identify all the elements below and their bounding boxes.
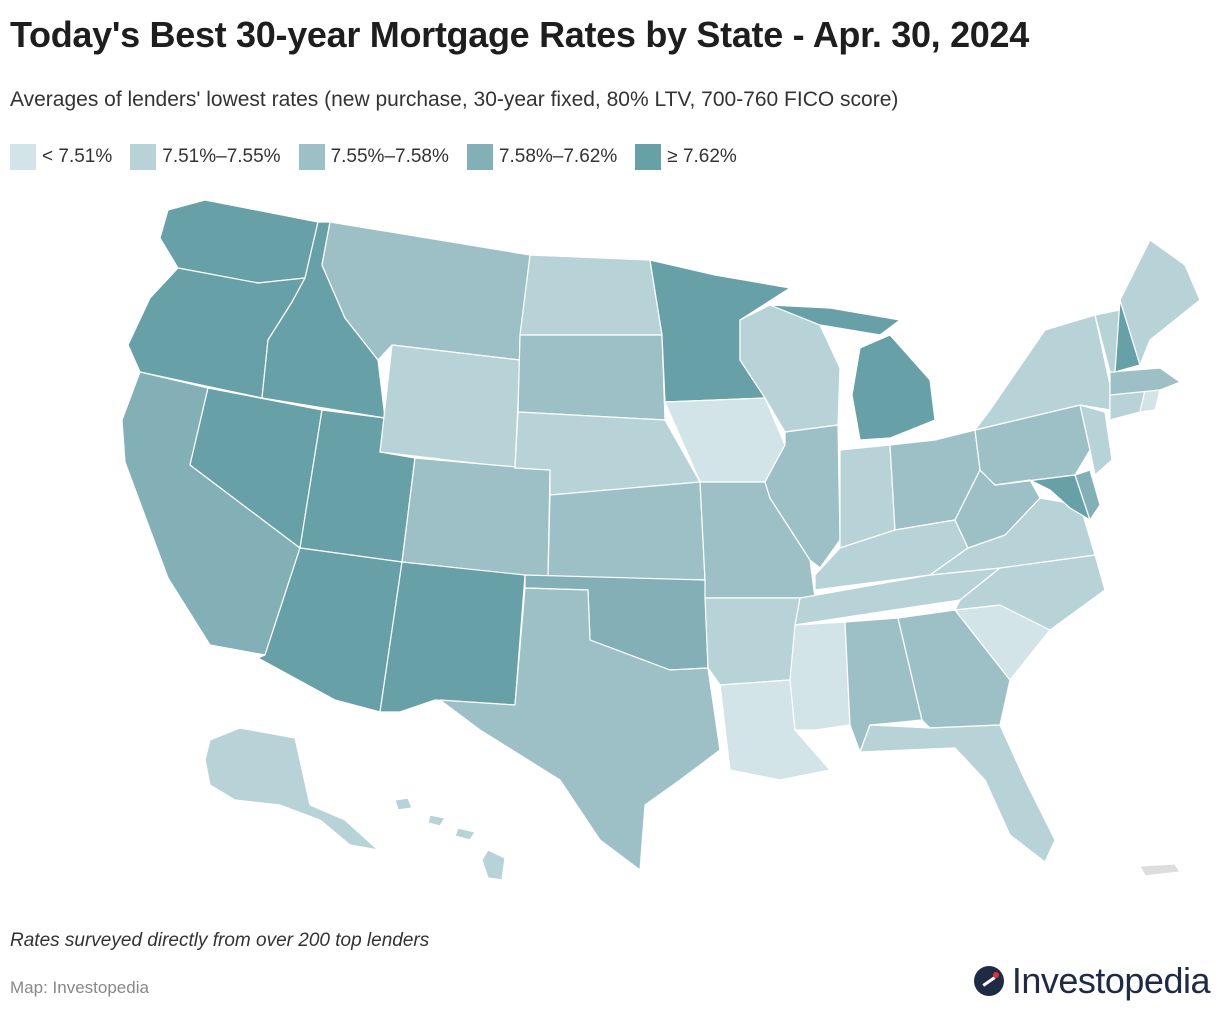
legend-swatch [466, 144, 493, 170]
state-MA[interactable] [1109, 367, 1181, 396]
legend-label: ≥ 7.62% [667, 146, 737, 167]
us-map-svg [121, 199, 1201, 881]
legend-label: 7.51%–7.55% [162, 146, 281, 167]
state-ME[interactable] [1119, 239, 1201, 366]
territory-PR[interactable] [1139, 863, 1181, 877]
state-IL[interactable] [764, 424, 841, 569]
state-ND[interactable] [519, 254, 663, 336]
state-CO[interactable] [401, 457, 551, 579]
chart-title: Today's Best 30-year Mortgage Rates by S… [10, 14, 1029, 55]
brand-logo: Investopedia [973, 960, 1211, 1002]
legend-label: 7.55%–7.58% [330, 146, 449, 167]
state-HI[interactable] [394, 797, 506, 881]
state-KS[interactable] [547, 481, 706, 581]
legend-swatch [298, 144, 325, 170]
state-FL[interactable] [859, 724, 1056, 863]
legend-item: 7.58%–7.62% [466, 144, 618, 170]
legend-label: < 7.51% [42, 146, 113, 167]
brand-name: Investopedia [1011, 960, 1211, 1001]
state-AK[interactable] [204, 727, 379, 851]
legend-item: ≥ 7.62% [635, 144, 737, 170]
source-credit: Map: Investopedia [10, 978, 149, 997]
state-NM[interactable] [379, 561, 526, 713]
chart-subtitle: Averages of lenders' lowest rates (new p… [10, 88, 899, 111]
legend-item: 7.55%–7.58% [298, 144, 449, 170]
state-TX[interactable] [439, 587, 721, 871]
legend: < 7.51% 7.51%–7.55% 7.55%–7.58% 7.58%–7.… [10, 144, 737, 170]
footnote: Rates surveyed directly from over 200 to… [10, 930, 430, 951]
state-DE[interactable] [1074, 469, 1101, 521]
state-MS[interactable] [789, 621, 851, 731]
legend-swatch [130, 144, 157, 170]
legend-swatch [10, 144, 36, 170]
state-MI[interactable] [769, 304, 936, 441]
state-WY[interactable] [379, 344, 521, 469]
legend-label: 7.58%–7.62% [498, 146, 618, 167]
legend-item: < 7.51% [10, 144, 112, 170]
state-SD[interactable] [517, 334, 666, 421]
legend-swatch [635, 144, 662, 170]
us-map [0, 190, 1220, 890]
legend-item: 7.51%–7.55% [130, 144, 281, 170]
state-NJ[interactable] [1079, 404, 1113, 476]
investopedia-logo-icon [973, 966, 1004, 996]
